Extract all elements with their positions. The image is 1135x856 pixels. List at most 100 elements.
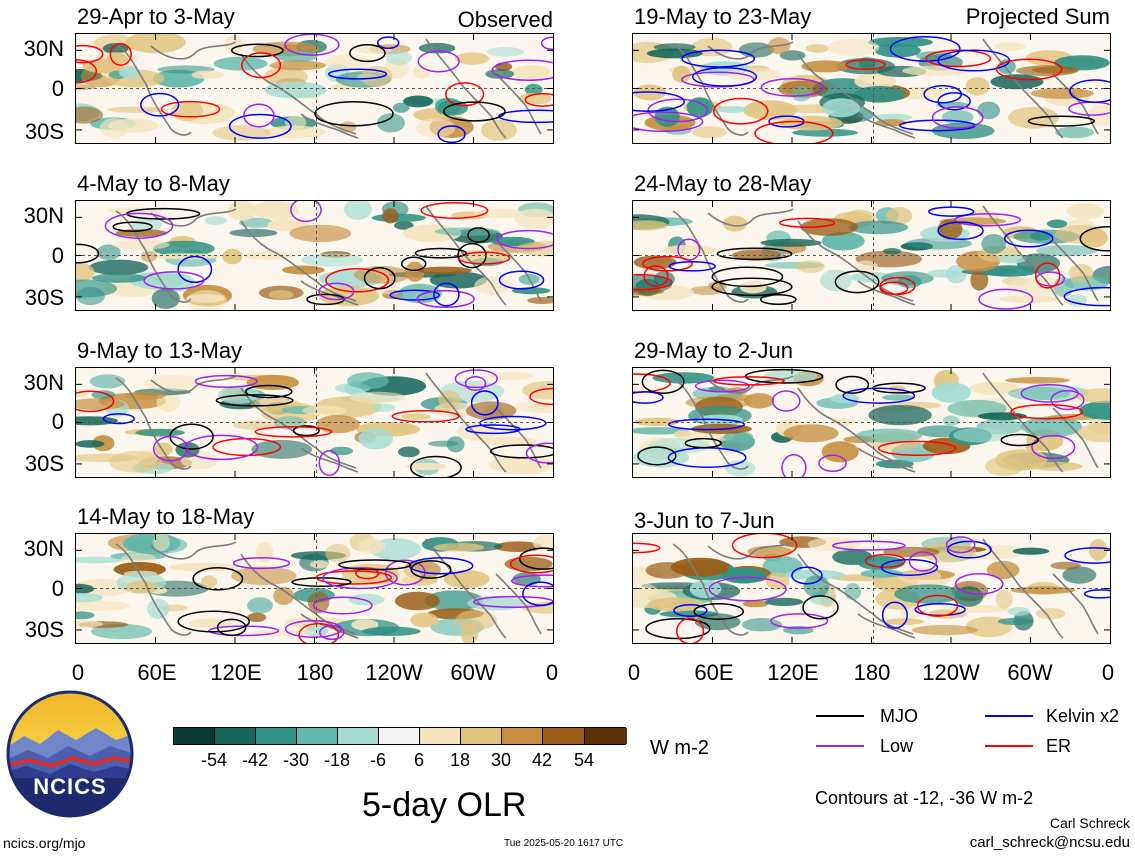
lat-label: 0 bbox=[51, 243, 64, 268]
wave-contour bbox=[633, 542, 661, 554]
wave-contour bbox=[889, 35, 961, 62]
coastline bbox=[300, 113, 359, 139]
wave-contour bbox=[254, 425, 333, 438]
olr-anomaly bbox=[723, 431, 754, 443]
coastline bbox=[150, 375, 237, 394]
olr-anomaly bbox=[868, 404, 932, 426]
wave-contour bbox=[711, 277, 793, 297]
wave-contour bbox=[454, 369, 498, 389]
logo-text: NCICS bbox=[33, 774, 106, 799]
olr-anomaly bbox=[970, 269, 989, 291]
olr-anomaly bbox=[188, 618, 232, 628]
panel-title: 19-May to 23-May bbox=[634, 4, 812, 29]
wave-contour bbox=[673, 603, 708, 618]
coastline bbox=[857, 280, 916, 306]
olr-anomaly bbox=[1007, 607, 1030, 616]
panel-title: 29-May to 2-Jun bbox=[634, 338, 793, 363]
lon-label: 0 bbox=[627, 660, 641, 685]
olr-anomaly bbox=[854, 73, 897, 90]
lat-label: 0 bbox=[51, 576, 64, 601]
colorbar-swatch bbox=[215, 728, 256, 744]
lat-label: 30N bbox=[23, 536, 64, 561]
wave-contour bbox=[524, 92, 553, 107]
wave-contour bbox=[978, 288, 1034, 310]
wave-contour bbox=[208, 625, 280, 637]
olr-anomaly bbox=[191, 70, 224, 80]
legend-label: MJO bbox=[880, 706, 918, 726]
wave-contour bbox=[76, 390, 115, 413]
wave-contour bbox=[832, 540, 906, 551]
panel-title: 29-Apr to 3-May bbox=[77, 4, 235, 29]
olr-anomaly bbox=[995, 589, 1013, 609]
wave-contour bbox=[284, 620, 343, 638]
olr-anomaly bbox=[401, 413, 431, 420]
olr-anomaly bbox=[981, 234, 1007, 254]
olr-anomaly bbox=[125, 34, 186, 54]
wave-contour bbox=[410, 560, 452, 579]
olr-anomaly bbox=[514, 208, 553, 229]
wave-contour bbox=[879, 281, 909, 295]
wave-contour bbox=[104, 212, 174, 239]
wave-contour bbox=[928, 206, 975, 217]
coastline bbox=[1052, 73, 1099, 135]
olr-anomaly bbox=[653, 271, 675, 287]
wave-contour bbox=[712, 376, 785, 386]
coastline bbox=[300, 280, 359, 306]
wave-contour bbox=[389, 289, 440, 301]
olr-anomaly bbox=[348, 593, 385, 606]
author-email[interactable]: carl_schreck@ncsu.edu bbox=[969, 834, 1130, 851]
olr-anomaly bbox=[106, 106, 167, 113]
lat-label: 30S bbox=[24, 451, 64, 476]
lat-label: 30N bbox=[23, 370, 64, 395]
lat-label: 30N bbox=[23, 36, 64, 61]
olr-field bbox=[633, 34, 1110, 143]
panel-title: 3-Jun to 7-Jun bbox=[634, 508, 775, 533]
wave-contour bbox=[216, 618, 247, 637]
lat-label: 30S bbox=[24, 617, 64, 642]
colorbar-swatch bbox=[297, 728, 338, 744]
olr-anomaly bbox=[764, 597, 804, 606]
olr-anomaly bbox=[135, 428, 185, 437]
olr-anomaly bbox=[418, 42, 456, 54]
site-link[interactable]: ncics.org/mjo bbox=[3, 835, 86, 851]
olr-anomaly bbox=[881, 394, 915, 401]
coastline bbox=[300, 447, 359, 473]
coastline bbox=[115, 43, 192, 136]
olr-anomaly bbox=[200, 575, 218, 589]
olr-anomaly bbox=[403, 95, 433, 108]
lon-label: 60E bbox=[137, 660, 177, 685]
olr-anomaly bbox=[827, 38, 880, 57]
olr-anomaly bbox=[1062, 566, 1097, 584]
wave-contour bbox=[1031, 434, 1076, 460]
wave-contour bbox=[184, 434, 259, 461]
wave-contour bbox=[420, 202, 489, 219]
olr-anomaly bbox=[347, 372, 389, 390]
olr-anomaly bbox=[204, 216, 227, 225]
olr-anomaly bbox=[410, 612, 439, 628]
lon-label: 60W bbox=[1007, 660, 1053, 685]
wave-contour bbox=[642, 255, 693, 272]
olr-anomaly bbox=[415, 118, 456, 138]
olr-anomaly bbox=[844, 583, 862, 601]
wave-contour bbox=[1010, 403, 1083, 420]
timestamp: Tue 2025-05-20 1617 UTC bbox=[504, 838, 624, 849]
legend-label: Low bbox=[880, 736, 914, 756]
coastline bbox=[672, 43, 749, 136]
olr-anomaly bbox=[1054, 55, 1110, 71]
coastline bbox=[240, 220, 357, 302]
olr-anomaly bbox=[143, 375, 203, 391]
olr-anomaly bbox=[1077, 422, 1110, 443]
olr-anomaly bbox=[1005, 377, 1070, 384]
olr-anomaly bbox=[1055, 126, 1095, 139]
wave-contour bbox=[946, 540, 992, 559]
colorbar-swatch bbox=[338, 728, 379, 744]
olr-anomaly bbox=[186, 290, 227, 310]
olr-anomaly bbox=[357, 538, 386, 555]
olr-anomaly bbox=[874, 43, 921, 58]
olr-anomaly bbox=[1066, 203, 1105, 220]
olr-anomaly bbox=[801, 60, 850, 73]
olr-anomaly bbox=[247, 612, 267, 623]
olr-anomaly bbox=[229, 228, 278, 237]
olr-anomaly bbox=[355, 46, 393, 54]
wave-contour bbox=[716, 247, 793, 261]
